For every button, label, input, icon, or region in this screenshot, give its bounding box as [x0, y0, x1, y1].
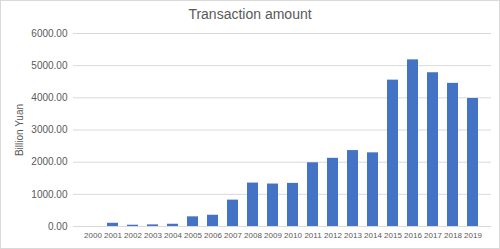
html-text:Transaction amount: Transaction amount — [188, 6, 312, 22]
svg-text:2015: 2015 — [384, 231, 402, 240]
svg-text:2010: 2010 — [284, 231, 302, 240]
svg-text:2002: 2002 — [124, 231, 142, 240]
svg-text:6000.00: 6000.00 — [31, 28, 68, 39]
svg-text:2012: 2012 — [324, 231, 342, 240]
svg-text:2017: 2017 — [424, 231, 442, 240]
svg-text:2006: 2006 — [204, 231, 222, 240]
svg-text:2000.00: 2000.00 — [31, 156, 68, 167]
svg-text:2018: 2018 — [444, 231, 462, 240]
svg-text:2019: 2019 — [464, 231, 482, 240]
svg-text:2004: 2004 — [164, 231, 182, 240]
svg-text:2000: 2000 — [84, 231, 102, 240]
svg-text:Billion Yuan: Billion Yuan — [14, 104, 25, 156]
svg-text:2014: 2014 — [364, 231, 382, 240]
svg-text:0.00: 0.00 — [48, 221, 68, 232]
svg-text:3000.00: 3000.00 — [31, 124, 68, 135]
svg-text:2008: 2008 — [244, 231, 262, 240]
svg-text:2011: 2011 — [304, 231, 322, 240]
svg-text:2016: 2016 — [404, 231, 422, 240]
svg-text:2005: 2005 — [184, 231, 202, 240]
svg-text:4000.00: 4000.00 — [31, 92, 68, 103]
svg-text:2013: 2013 — [344, 231, 362, 240]
svg-text:2009: 2009 — [264, 231, 282, 240]
svg-text:2001: 2001 — [104, 231, 122, 240]
svg-text:1000.00: 1000.00 — [31, 189, 68, 200]
svg-text:5000.00: 5000.00 — [31, 60, 68, 71]
svg-text:2007: 2007 — [224, 231, 242, 240]
svg-text:2003: 2003 — [144, 231, 162, 240]
